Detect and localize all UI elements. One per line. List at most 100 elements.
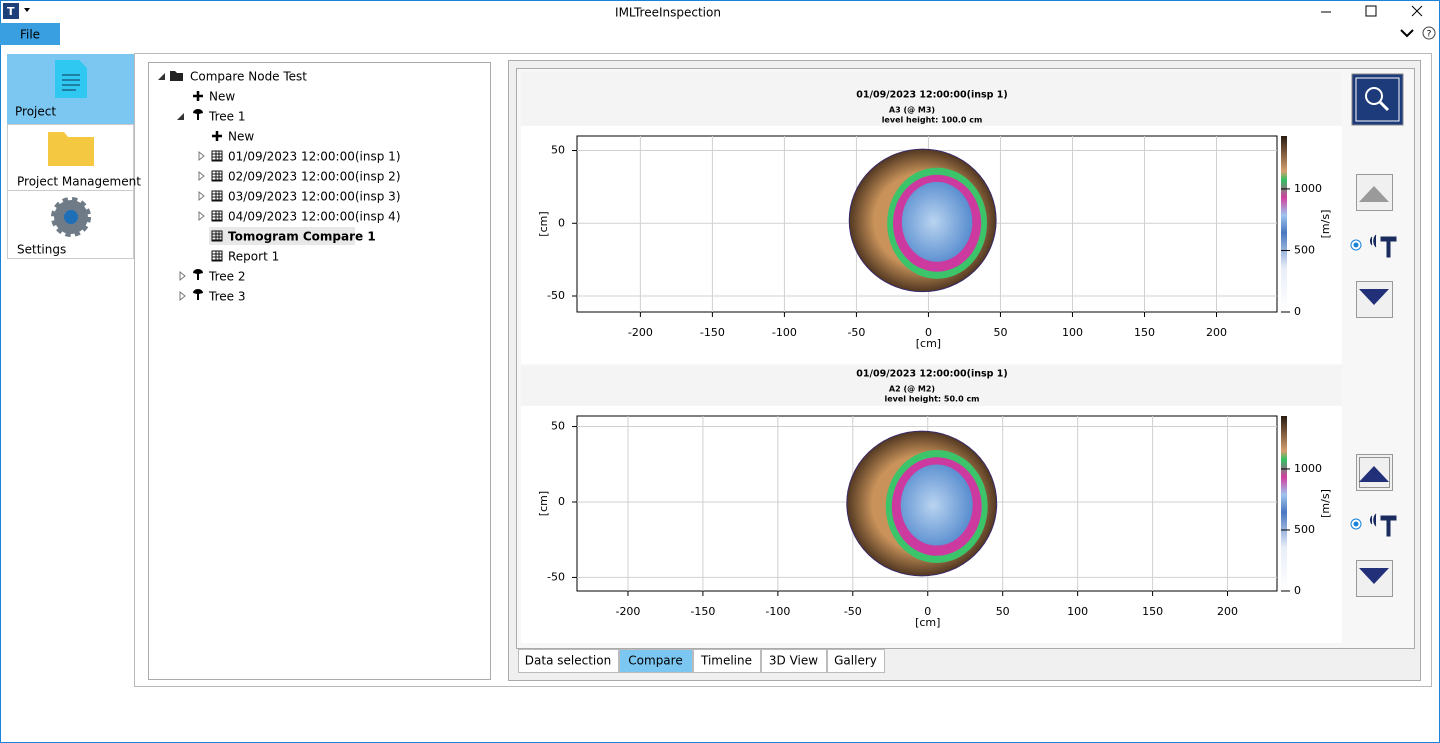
expander[interactable] xyxy=(198,150,205,162)
x-tick-label: 200 xyxy=(1217,605,1238,618)
tree-node-label[interactable]: 01/09/2023 12:00:00(insp 1) xyxy=(228,150,401,164)
colorbar-tick-label: 1000 xyxy=(1294,182,1322,195)
radio-dot xyxy=(1353,521,1359,527)
expander[interactable] xyxy=(198,170,205,182)
x-tick-label: 150 xyxy=(1142,605,1163,618)
colorbar xyxy=(1281,416,1287,591)
sidebar-label[interactable]: Project Management xyxy=(17,175,141,189)
tree: Compare Node Test New Tree 1 New 01/09/2023 … xyxy=(158,70,401,304)
tree-node-label[interactable]: Report 1 xyxy=(228,250,279,264)
tree-node-label[interactable]: 03/09/2023 12:00:00(insp 3) xyxy=(228,190,401,204)
hammer-icon xyxy=(1370,234,1397,258)
zoom-button[interactable] xyxy=(1351,73,1404,126)
tomogram-edge xyxy=(848,148,997,293)
chart-title: 01/09/2023 12:00:00(insp 1) xyxy=(856,369,1007,380)
grid-icon xyxy=(211,170,223,182)
grid-icon xyxy=(211,250,223,262)
colorbar-tick-label: 0 xyxy=(1294,305,1301,318)
y-tick-label: 0 xyxy=(558,216,565,229)
collapse-ribbon[interactable] xyxy=(1400,29,1414,38)
plus-icon xyxy=(193,91,203,101)
tab-label[interactable]: Data selection xyxy=(525,654,611,668)
tab-label[interactable]: Gallery xyxy=(834,654,877,668)
expander[interactable] xyxy=(158,73,165,80)
help[interactable] xyxy=(1422,26,1436,40)
zoom-button-inner xyxy=(1355,77,1400,122)
charts: 01/09/2023 12:00:00(insp 1)A3 (@ M3)leve… xyxy=(521,72,1342,643)
project-icon xyxy=(55,60,87,98)
sidebar-label[interactable]: Project xyxy=(15,105,56,119)
tomogram-core xyxy=(901,181,973,262)
tree-node-label[interactable]: New xyxy=(228,130,254,144)
tree-node-label[interactable]: 02/09/2023 12:00:00(insp 2) xyxy=(228,170,401,184)
close[interactable] xyxy=(1411,5,1423,17)
chart-title: 01/09/2023 12:00:00(insp 1) xyxy=(856,90,1007,101)
colorbar-tick-label: 0 xyxy=(1294,584,1301,597)
tab-label[interactable]: Compare xyxy=(628,654,682,668)
x-axis-label: [cm] xyxy=(915,616,940,629)
tree-selection xyxy=(209,227,355,245)
chart-level: level height: 50.0 cm xyxy=(884,395,979,404)
chart-level: level height: 100.0 cm xyxy=(882,116,983,125)
chart-header xyxy=(521,72,1342,126)
colorbar xyxy=(1281,136,1287,312)
file-menu-label[interactable]: File xyxy=(20,28,40,42)
file-menu[interactable] xyxy=(0,23,60,45)
colorbar-tick-label: 500 xyxy=(1294,523,1315,536)
y-tick-label: -50 xyxy=(547,289,565,302)
grid-icon xyxy=(211,210,223,222)
x-tick-label: -150 xyxy=(700,326,725,339)
expander[interactable] xyxy=(198,190,205,202)
focus-ring xyxy=(1359,457,1390,488)
expander[interactable] xyxy=(179,270,186,282)
y-axis-label: [cm] xyxy=(537,491,550,516)
folder-icon xyxy=(170,71,183,81)
tree-panel xyxy=(148,62,491,680)
project-icon-lines xyxy=(62,74,80,91)
help-glyph: ? xyxy=(1427,30,1432,40)
chart-header xyxy=(521,366,1342,406)
tab[interactable] xyxy=(693,649,761,673)
down-glyph xyxy=(1359,568,1389,584)
tab[interactable] xyxy=(761,649,827,673)
x-tick-label: -200 xyxy=(628,326,653,339)
tree-node-label[interactable]: Tomogram Compare 1 xyxy=(228,230,376,244)
colorbar-tick-label: 1000 xyxy=(1294,462,1322,475)
x-tick-label: -150 xyxy=(690,605,715,618)
grid-icon xyxy=(211,150,223,162)
x-tick-label: 100 xyxy=(1062,326,1083,339)
tree-node-label[interactable]: New xyxy=(209,90,235,104)
app-icon[interactable] xyxy=(3,3,19,19)
sidebar-label[interactable]: Settings xyxy=(17,243,66,257)
grid-icon xyxy=(211,230,223,242)
maximize[interactable] xyxy=(1365,5,1377,17)
gear-center xyxy=(64,210,78,224)
tab[interactable] xyxy=(518,649,619,673)
expander[interactable] xyxy=(177,113,184,120)
x-tick-label: 100 xyxy=(1067,605,1088,618)
tab[interactable] xyxy=(827,649,885,673)
down-glyph xyxy=(1359,289,1389,305)
x-tick-label: -200 xyxy=(615,605,640,618)
x-tick-label: -50 xyxy=(847,326,865,339)
x-tick-label: 0 xyxy=(924,605,931,618)
y-tick-label: -50 xyxy=(547,570,565,583)
tree-node-label[interactable]: Compare Node Test xyxy=(190,70,307,84)
tree-node-label[interactable]: Tree 1 xyxy=(208,110,245,124)
expander[interactable] xyxy=(179,290,186,302)
tab-label[interactable]: Timeline xyxy=(700,654,752,668)
tab[interactable] xyxy=(619,649,693,673)
colorbar-tick-label: 500 xyxy=(1294,243,1315,256)
y-axis-label: [cm] xyxy=(537,211,550,236)
x-tick-label: -100 xyxy=(772,326,797,339)
window-title: IMLTreeInspection xyxy=(615,6,721,20)
up-glyph xyxy=(1359,466,1389,482)
y-tick-label: 0 xyxy=(558,495,565,508)
tab-label[interactable]: 3D View xyxy=(769,654,818,668)
expander[interactable] xyxy=(198,210,205,222)
tree-node-label[interactable]: Tree 2 xyxy=(208,270,245,284)
quick-access[interactable] xyxy=(24,8,30,12)
tree-node-label[interactable]: Tree 3 xyxy=(208,290,245,304)
tree-node-label[interactable]: 04/09/2023 12:00:00(insp 4) xyxy=(228,210,401,224)
folder-icon xyxy=(48,132,94,166)
